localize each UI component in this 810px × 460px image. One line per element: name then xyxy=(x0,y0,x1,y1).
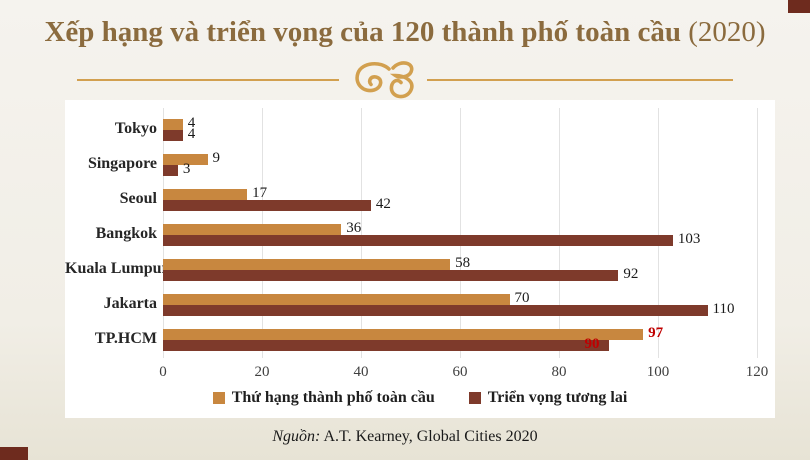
divider-line-left xyxy=(77,79,339,81)
value-label: 97 xyxy=(648,325,664,341)
category-label: TP.HCM xyxy=(94,329,157,347)
bar-rank xyxy=(163,118,183,130)
category-label: Bangkok xyxy=(95,224,157,242)
legend-item-outlook: Triển vọng tương lai xyxy=(468,389,628,407)
legend-label: Thứ hạng thành phố toàn cầu xyxy=(231,389,435,406)
legend-swatch-icon xyxy=(468,392,481,404)
bar-outlook xyxy=(163,129,183,141)
x-tick-label: 40 xyxy=(353,364,369,380)
value-label: 58 xyxy=(455,255,471,271)
gridline-40 xyxy=(361,108,362,358)
bar-outlook xyxy=(163,304,708,316)
chart-legend: Thứ hạng thành phố toàn cầu Triển vọng tư… xyxy=(65,386,775,410)
source-text: A.T. Kearney, Global Cities 2020 xyxy=(320,428,538,445)
bar-rank xyxy=(163,223,342,235)
page-title-year: (2020) xyxy=(680,16,766,48)
divider-line-right xyxy=(427,79,733,81)
gridline-120 xyxy=(757,108,758,358)
bar-outlook xyxy=(163,269,619,281)
bar-rank xyxy=(163,328,644,340)
corner-accent-bottom-left xyxy=(0,447,28,460)
x-tick-label: 20 xyxy=(254,364,270,380)
x-tick-label: 100 xyxy=(646,364,670,380)
x-tick-label: 60 xyxy=(452,364,468,380)
gridline-60 xyxy=(460,108,461,358)
chart-panel: Thứ hạng thành phố toàn cầu Triển vọng tư… xyxy=(65,100,775,418)
value-label: 17 xyxy=(252,185,268,201)
category-label: Kuala Lumpur xyxy=(65,259,169,277)
bar-rank xyxy=(163,153,208,165)
source-citation: Nguồn: A.T. Kearney, Global Cities 2020 xyxy=(0,428,810,446)
bar-outlook xyxy=(163,339,609,351)
value-label: 9 xyxy=(212,150,221,166)
legend-label: Triển vọng tương lai xyxy=(487,389,628,406)
category-label: Seoul xyxy=(119,189,157,207)
source-label: Nguồn: xyxy=(272,428,321,445)
page-title: Xếp hạng và triển vọng của 120 thành phố… xyxy=(0,16,810,49)
value-label: 3 xyxy=(182,161,191,177)
legend-item-rank: Thứ hạng thành phố toàn cầu xyxy=(212,389,435,407)
x-tick-label: 0 xyxy=(159,364,167,380)
bar-rank xyxy=(163,258,451,270)
value-label: 36 xyxy=(346,220,362,236)
value-label: 90 xyxy=(584,336,600,352)
value-label: 4 xyxy=(187,126,196,142)
x-tick-label: 80 xyxy=(551,364,567,380)
value-label: 92 xyxy=(623,266,639,282)
gridline-80 xyxy=(559,108,560,358)
value-label: 110 xyxy=(712,301,735,317)
value-label: 103 xyxy=(677,231,701,247)
bar-outlook xyxy=(163,164,178,176)
category-label: Singapore xyxy=(87,154,157,172)
bar-outlook xyxy=(163,234,673,246)
category-label: Tokyo xyxy=(114,119,157,137)
value-label: 4 xyxy=(187,115,196,131)
gridline-100 xyxy=(658,108,659,358)
value-label: 70 xyxy=(514,290,530,306)
legend-swatch-icon xyxy=(212,392,225,404)
flourish-icon xyxy=(349,60,415,100)
category-label: Jakarta xyxy=(103,294,157,312)
corner-accent-top-right xyxy=(788,0,810,13)
bar-rank xyxy=(163,188,248,200)
bar-rank xyxy=(163,293,510,305)
bar-outlook xyxy=(163,199,371,211)
x-tick-label: 120 xyxy=(745,364,769,380)
title-divider xyxy=(0,60,810,100)
value-label: 42 xyxy=(375,196,391,212)
page-title-main: Xếp hạng và triển vọng của 120 thành phố… xyxy=(44,16,681,48)
